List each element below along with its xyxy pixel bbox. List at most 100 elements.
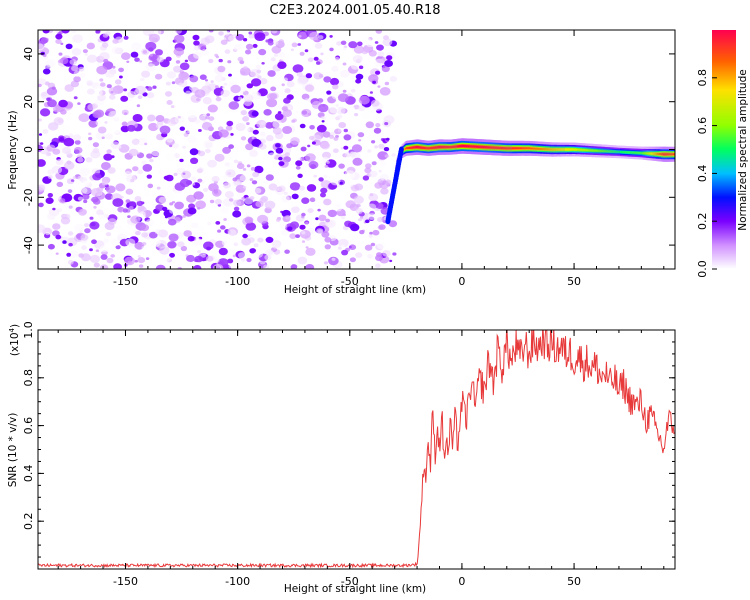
heatmap-cell [164, 192, 176, 201]
ridge-cell [422, 146, 425, 149]
heatmap-cell [338, 122, 347, 129]
heatmap-cell [228, 198, 234, 202]
ridge-cell [558, 148, 561, 151]
heatmap-cell [91, 196, 99, 203]
heatmap-cell [384, 154, 390, 158]
heatmap-cell [364, 244, 373, 251]
heatmap-cell [252, 43, 258, 48]
ridge-cell [555, 148, 558, 151]
ridge-cell [502, 147, 505, 150]
heatmap-cell [192, 34, 200, 41]
heatmap-cell [237, 56, 244, 62]
heatmap-cell [386, 137, 390, 141]
ridge-cell [516, 147, 519, 150]
ridge-cell [442, 146, 445, 149]
ridge-cell [468, 145, 470, 148]
heatmap-cell [184, 59, 189, 63]
heatmap-cell [376, 44, 384, 51]
heatmap-cell [334, 56, 340, 61]
heatmap-cell [99, 78, 104, 82]
ridge-cell [659, 153, 662, 156]
heatmap-cell [95, 30, 101, 34]
ridge-cell [474, 145, 476, 148]
ridge-cell [556, 148, 559, 151]
ridge-cell [406, 147, 409, 150]
heatmap-cell [305, 247, 316, 256]
heatmap-cell [349, 257, 356, 263]
heatmap-cell [45, 59, 56, 68]
heatmap-cell [115, 245, 121, 250]
ridge-cell [537, 147, 540, 150]
heatmap-cell [355, 78, 362, 84]
heatmap-cell [220, 136, 225, 141]
heatmap-cell [154, 73, 163, 80]
heatmap-cell [278, 156, 283, 161]
ridge-cell [549, 148, 552, 151]
heatmap-cell [196, 168, 203, 174]
heatmap-cell [225, 125, 233, 131]
heatmap-cell [245, 43, 254, 50]
heatmap-cell [52, 105, 62, 113]
heatmap-cell [327, 209, 337, 218]
heatmap-cell [268, 152, 276, 159]
heatmap-cell [321, 120, 325, 123]
heatmap-cell [365, 163, 372, 169]
ridge-cell [625, 151, 628, 154]
ridge-cell [672, 153, 675, 156]
heatmap-cell [216, 136, 221, 140]
heatmap-cell [328, 256, 339, 266]
heatmap-cell [151, 192, 158, 199]
heatmap-cell [165, 174, 174, 182]
heatmap-cell [307, 57, 314, 63]
y-tick-label: 0.4 [22, 465, 35, 483]
heatmap-cell [300, 146, 307, 152]
heatmap-cell [80, 234, 89, 241]
heatmap-cell [362, 175, 370, 181]
ridge-cell [477, 145, 479, 148]
heatmap-cell [263, 180, 269, 185]
heatmap-cell [47, 193, 53, 198]
heatmap-cell [193, 191, 204, 200]
ridge-cell [465, 145, 467, 148]
ridge-cell [628, 151, 631, 154]
ridge-cell [665, 153, 668, 156]
figure-title: C2E3.2024.001.05.40.R18 [269, 3, 440, 18]
heatmap-cell [324, 164, 329, 168]
heatmap-cell [94, 89, 103, 96]
heatmap-cell [62, 240, 67, 244]
ridge-cell [490, 146, 493, 149]
heatmap-cell [257, 75, 262, 79]
heatmap-cell [167, 218, 177, 226]
heatmap-cell [95, 85, 102, 92]
heatmap-cell [325, 218, 330, 223]
heatmap-cell [141, 242, 147, 246]
heatmap-cell [71, 48, 82, 56]
heatmap-cell [73, 134, 82, 141]
heatmap-cell [62, 146, 72, 155]
heatmap-cell [298, 189, 308, 197]
heatmap-cell [278, 39, 284, 44]
heatmap-cell [205, 79, 208, 82]
heatmap-cell [139, 60, 143, 63]
ridge-cell [469, 145, 471, 148]
heatmap-cell [208, 30, 214, 33]
heatmap-cell [40, 108, 51, 117]
heatmap-cell [128, 206, 134, 210]
ridge-cell [541, 148, 544, 151]
heatmap-cell [173, 47, 185, 56]
heatmap-cell [38, 202, 44, 208]
heatmap-cell [108, 110, 120, 120]
ridge-cell [461, 144, 463, 148]
heatmap-cell [277, 61, 287, 69]
heatmap-cell [315, 217, 319, 221]
colorbar-tick-label: 0.0 [696, 260, 709, 278]
heatmap-cell [137, 254, 141, 258]
ridge-cell [411, 146, 414, 149]
heatmap-cell [145, 41, 157, 51]
ridge-cell [604, 150, 607, 152]
heatmap-cell [86, 80, 94, 86]
ridge-cell [517, 147, 520, 150]
heatmap-cell [148, 33, 160, 43]
ridge-cell [667, 153, 670, 156]
heatmap-cell [121, 52, 131, 60]
